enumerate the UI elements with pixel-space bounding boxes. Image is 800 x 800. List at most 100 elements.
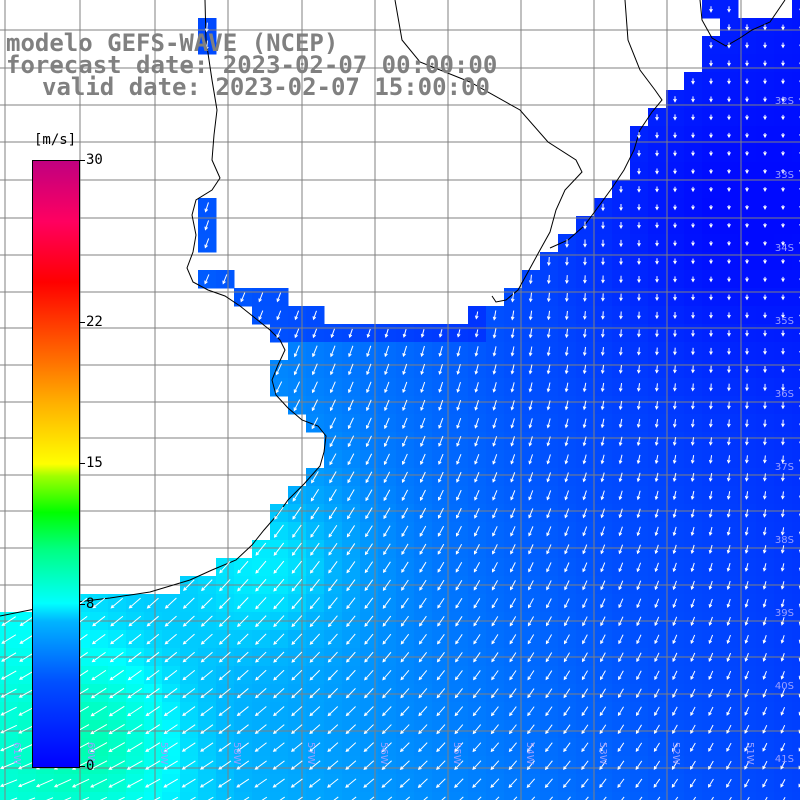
wind-cell <box>792 594 800 613</box>
wind-arrow <box>419 597 427 609</box>
wind-arrow <box>745 437 749 446</box>
wind-arrow <box>401 507 409 520</box>
wind-arrow <box>762 473 767 482</box>
wind-arrow <box>691 347 695 356</box>
wind-arrow <box>91 651 106 663</box>
wind-arrow <box>727 276 731 283</box>
wind-arrow <box>563 760 571 771</box>
wind-arrow <box>365 507 373 520</box>
wind-arrow <box>419 525 427 537</box>
wind-arrow <box>419 543 427 555</box>
wind-arrow <box>92 615 106 627</box>
wind-arrow <box>126 778 143 788</box>
wind-arrow <box>315 796 321 800</box>
wind-arrow <box>366 363 372 376</box>
wind-arrow <box>564 364 569 375</box>
wind-arrow <box>691 114 695 121</box>
wind-arrow <box>709 150 713 157</box>
wind-arrow <box>763 96 767 103</box>
wind-arrow <box>456 399 462 411</box>
wind-arrow <box>672 401 677 410</box>
wind-arrow <box>709 365 713 374</box>
wind-arrow <box>582 400 587 411</box>
wind-arrow <box>526 760 535 771</box>
wind-arrow <box>600 382 605 393</box>
wind-arrow <box>275 363 283 376</box>
wind-arrow <box>400 651 410 663</box>
wind-arrow <box>527 634 535 645</box>
wind-arrow <box>744 545 749 554</box>
wind-arrow <box>327 669 338 681</box>
wind-arrow <box>510 472 516 483</box>
wind-arrow <box>182 669 196 681</box>
wind-arrow <box>19 652 35 662</box>
wind-arrow <box>455 525 462 537</box>
wind-arrow <box>510 454 516 465</box>
wind-arrow <box>582 526 588 537</box>
wind-arrow <box>546 454 551 465</box>
wind-arrow <box>490 742 500 753</box>
wind-arrow <box>237 615 249 628</box>
wind-arrow <box>363 724 374 735</box>
wind-arrow <box>436 688 446 699</box>
wind-arrow <box>564 616 570 627</box>
wind-arrow <box>689 778 696 788</box>
wind-arrow <box>582 418 587 429</box>
wind-arrow <box>653 760 661 770</box>
wind-arrow <box>672 580 677 591</box>
wind-arrow <box>204 220 210 231</box>
wind-arrow <box>71 778 90 788</box>
wind-arrow <box>617 760 625 771</box>
wind-arrow <box>492 364 497 375</box>
wind-arrow <box>781 42 785 49</box>
wind-arrow <box>204 238 210 249</box>
wind-arrow <box>273 578 285 592</box>
wind-arrow <box>528 382 533 393</box>
colorbar <box>32 160 80 768</box>
wind-arrow <box>0 724 18 734</box>
wind-arrow <box>781 187 785 192</box>
wind-arrow <box>708 544 713 554</box>
wind-arrow <box>709 258 713 265</box>
wind-arrow <box>781 24 785 31</box>
wind-arrow <box>744 778 750 788</box>
wind-arrow <box>402 345 408 358</box>
wind-arrow <box>384 417 390 430</box>
wind-arrow <box>690 688 696 699</box>
wind-arrow <box>382 633 392 645</box>
wind-arrow <box>438 363 443 375</box>
wind-arrow <box>346 615 356 627</box>
wind-arrow <box>763 312 767 319</box>
wind-arrow <box>510 526 516 537</box>
wind-arrow <box>261 796 268 800</box>
wind-cell <box>36 792 55 800</box>
wind-arrow <box>294 310 300 321</box>
wind-arrow <box>218 778 232 788</box>
wind-cell <box>792 522 800 541</box>
wind-arrow <box>418 724 428 735</box>
wind-arrow <box>690 634 696 645</box>
wind-arrow <box>763 330 767 337</box>
wind-arrow <box>438 471 444 483</box>
wind-arrow <box>456 507 462 519</box>
wind-cell <box>108 792 127 800</box>
wind-arrow <box>654 490 659 501</box>
wind-arrow <box>329 417 337 430</box>
wind-arrow <box>726 706 732 716</box>
wind-arrow <box>601 203 605 212</box>
wind-arrow <box>546 346 551 357</box>
wind-arrow <box>236 706 249 717</box>
wind-arrow <box>163 778 179 788</box>
wind-arrow <box>181 778 196 788</box>
wind-arrow <box>309 742 321 752</box>
wind-arrow <box>381 724 392 735</box>
wind-arrow <box>491 670 499 681</box>
wind-arrow <box>690 455 695 464</box>
wind-arrow <box>654 598 660 609</box>
wind-arrow <box>312 328 318 339</box>
wind-arrow <box>528 310 533 321</box>
wind-arrow <box>366 328 371 339</box>
wind-arrow <box>330 345 336 358</box>
wind-arrow <box>781 473 785 482</box>
wind-arrow <box>90 723 108 735</box>
